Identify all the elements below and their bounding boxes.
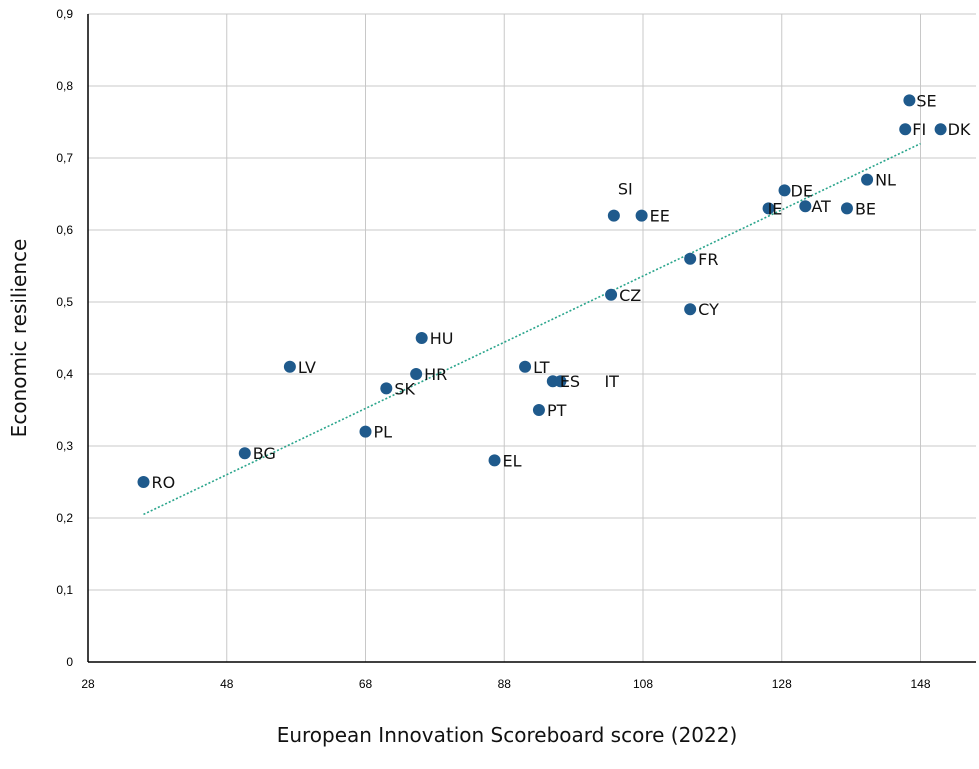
point-label-lv: LV <box>298 358 316 377</box>
data-point-si <box>607 209 620 222</box>
y-tick-label: 0,8 <box>56 79 73 93</box>
data-points <box>137 94 947 488</box>
point-label-ro: RO <box>152 473 176 492</box>
point-label-bg: BG <box>253 444 276 463</box>
data-point-se <box>903 94 916 107</box>
y-tick-label: 0,3 <box>56 439 73 453</box>
point-label-hu: HU <box>430 329 454 348</box>
data-point-pl <box>359 425 372 438</box>
x-tick-label: 148 <box>910 677 930 691</box>
point-label-ee: EE <box>650 207 670 226</box>
trend-line <box>143 142 921 516</box>
data-point-at <box>799 200 812 213</box>
data-point-bg <box>238 447 251 460</box>
y-tick-label: 0,2 <box>56 511 73 525</box>
x-tick-label: 48 <box>220 677 234 691</box>
point-label-sk: SK <box>394 379 415 398</box>
point-label-be: BE <box>855 199 876 218</box>
data-point-hu <box>415 332 428 344</box>
point-label-ie: IE <box>768 199 783 218</box>
point-label-cy: CY <box>698 300 719 319</box>
data-point-ie <box>762 202 775 215</box>
point-label-es: ES <box>560 372 580 391</box>
point-label-fi: FI <box>912 120 926 139</box>
data-point-nl <box>861 173 874 186</box>
data-point-cz <box>605 288 618 301</box>
point-label-hr: HR <box>424 365 447 384</box>
data-point-de <box>778 184 791 197</box>
y-tick-label: 0,4 <box>56 367 73 381</box>
x-tick-label: 28 <box>81 677 95 691</box>
data-point-lt <box>519 360 532 373</box>
y-tick-label: 0,6 <box>56 223 73 237</box>
data-point-fr <box>684 252 697 265</box>
point-label-dk: DK <box>948 120 971 139</box>
point-label-cz: CZ <box>619 286 641 305</box>
point-labels: RO BG LV PL SK HR HU EL LT PT ES IT CZ SI EE FR CY IE DEAT… <box>152 91 971 492</box>
y-tick-label: 0,9 <box>56 7 73 21</box>
point-label-pl: PL <box>374 423 393 442</box>
y-tick-label: 0,5 <box>56 295 73 309</box>
y-tick-label: 0,7 <box>56 151 73 165</box>
data-point-hr <box>410 368 423 380</box>
data-point-sk <box>380 382 393 395</box>
x-tick-label: 108 <box>633 677 653 691</box>
data-point-fi <box>899 123 912 136</box>
axes <box>87 14 976 663</box>
data-point-ro <box>137 476 150 488</box>
data-point-el <box>488 454 501 467</box>
data-point-be <box>840 202 853 215</box>
point-label-nl: NL <box>875 171 896 190</box>
point-label-it: IT <box>604 372 619 391</box>
point-label-se: SE <box>916 91 936 110</box>
grid-lines <box>88 13 976 662</box>
data-point-dk <box>934 123 947 136</box>
x-axis-title: European Innovation Scoreboard score (20… <box>277 723 738 747</box>
x-tick-label: 128 <box>772 677 792 691</box>
point-label-el: EL <box>503 451 522 470</box>
y-tick-label: 0,1 <box>56 583 73 597</box>
y-axis-title: Economic resilience <box>7 239 31 438</box>
point-label-pt: PT <box>547 401 567 420</box>
point-label-fr: FR <box>698 250 718 269</box>
data-point-cy <box>684 303 697 316</box>
data-point-ee <box>635 209 648 222</box>
point-label-de: DE <box>791 181 813 200</box>
point-label-at: AT <box>811 197 831 216</box>
y-tick-label: 0 <box>66 655 73 669</box>
data-point-pt <box>532 404 545 416</box>
x-tick-labels: 28 48 68 88 108 128 148 <box>81 677 931 691</box>
x-tick-label: 68 <box>359 677 373 691</box>
x-tick-label: 88 <box>498 677 512 691</box>
data-point-it <box>554 375 567 388</box>
point-label-si: SI <box>618 180 633 199</box>
data-point-lv <box>283 360 296 373</box>
y-tick-labels: 0 0,1 0,2 0,3 0,4 0,5 0,6 0,7 0,8 0,9 <box>56 7 73 669</box>
point-label-lt: LT <box>533 358 550 377</box>
